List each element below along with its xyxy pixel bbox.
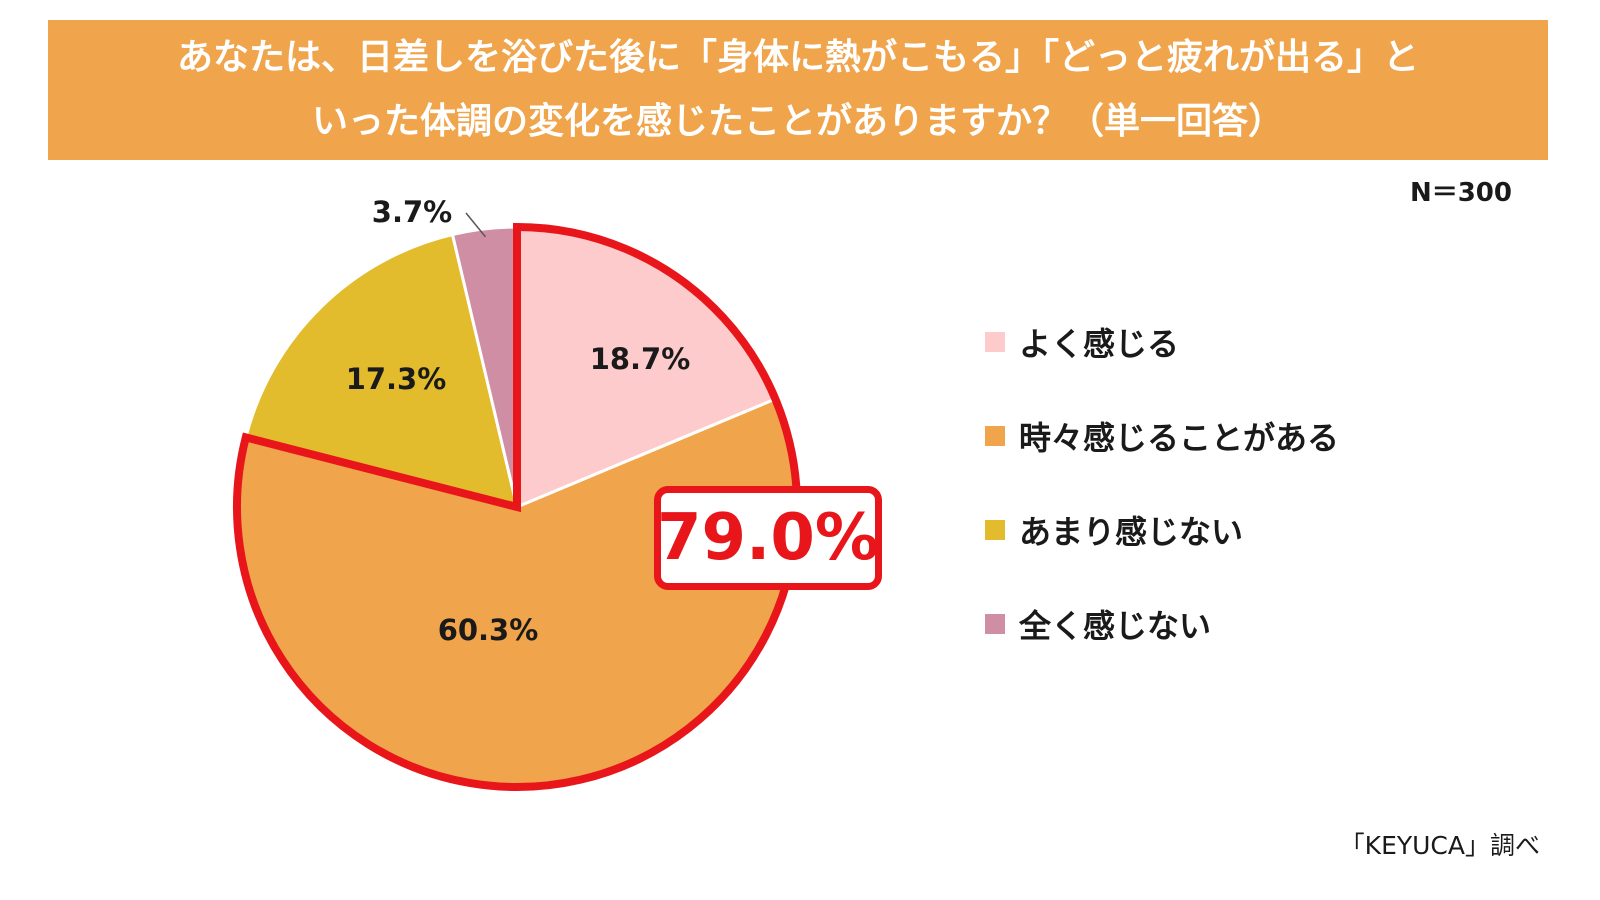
legend-label: あまり感じない bbox=[1019, 513, 1244, 551]
data-label: 17.3% bbox=[346, 362, 447, 396]
legend-label: 全く感じない bbox=[1019, 607, 1212, 645]
source-credit: 「KEYUCA」調べ bbox=[1339, 831, 1540, 860]
data-label: 18.7% bbox=[590, 342, 691, 376]
legend-swatch bbox=[985, 426, 1005, 446]
legend-swatch bbox=[985, 520, 1005, 540]
legend-swatch bbox=[985, 332, 1005, 352]
sample-size-label: N＝300 bbox=[1409, 178, 1512, 208]
legend-label: 時々感じることがある bbox=[1019, 419, 1340, 457]
legend-swatch bbox=[985, 614, 1005, 634]
data-label: 60.3% bbox=[438, 613, 539, 647]
highlight-outline bbox=[233, 222, 801, 791]
legend-item: 全く感じない bbox=[985, 604, 1339, 645]
highlight-total-callout: 79.0% bbox=[654, 486, 882, 590]
data-label: 3.7% bbox=[372, 195, 452, 229]
legend: よく感じる 時々感じることがある あまり感じない 全く感じない bbox=[985, 322, 1339, 698]
legend-item: 時々感じることがある bbox=[985, 416, 1340, 457]
title-line-1: あなたは、日差しを浴びた後に「身体に熱がこもる」「どっと疲れが出る」と bbox=[176, 37, 1419, 78]
leader-line bbox=[465, 212, 487, 238]
title-line-2: いった体調の変化を感じたことがありますか？（単一回答） bbox=[311, 101, 1284, 142]
legend-item: よく感じる bbox=[985, 322, 1339, 363]
legend-item: あまり感じない bbox=[985, 510, 1339, 551]
legend-label: よく感じる bbox=[1019, 325, 1180, 363]
title-banner: あなたは、日差しを浴びた後に「身体に熱がこもる」「どっと疲れが出る」と いった体… bbox=[48, 20, 1548, 160]
pie-slice bbox=[243, 232, 520, 510]
